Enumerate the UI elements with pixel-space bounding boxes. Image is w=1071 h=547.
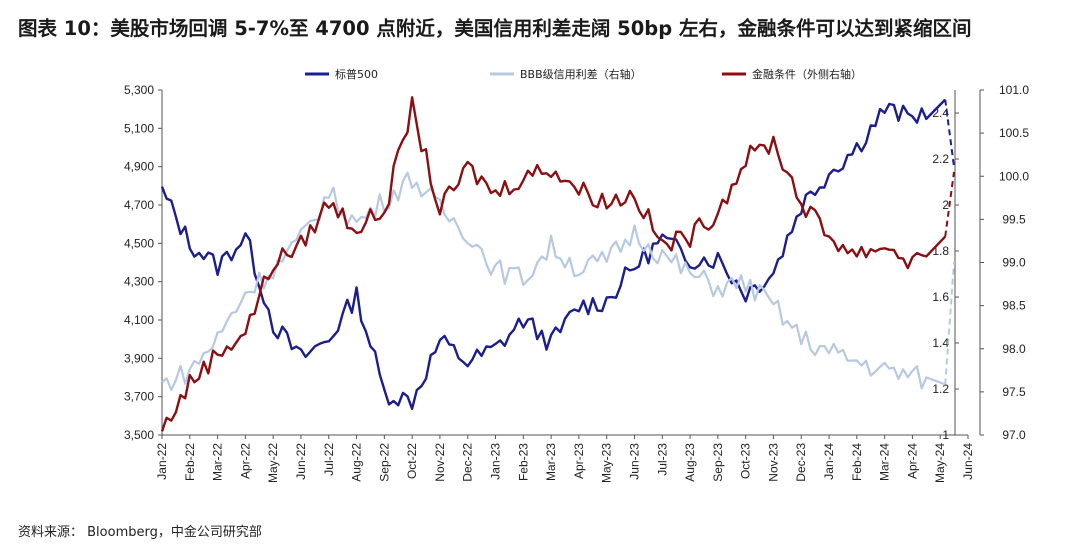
legend-label: BBB级信用利差（右轴） xyxy=(520,67,642,81)
outer-right-tick-label: 99.0 xyxy=(1002,256,1026,270)
x-tick-label: May-24 xyxy=(933,443,947,483)
x-tick-label: Jul-22 xyxy=(322,443,336,476)
series-projection-1 xyxy=(944,99,955,167)
right-tick-label: 2 xyxy=(942,198,949,212)
x-tick-label: Sep-23 xyxy=(711,443,725,482)
x-tick-label: Apr-22 xyxy=(238,443,252,479)
x-tick-label: Aug-22 xyxy=(350,443,364,482)
x-tick-label: Oct-23 xyxy=(739,443,753,479)
chart-axes: 3,500 3,700 3,900 4,100 4,300 4,500 4,700 4,900… xyxy=(124,83,1029,483)
series-line-3 xyxy=(160,96,947,432)
outer-right-tick-label: 97.0 xyxy=(1002,428,1026,442)
x-tick-label: Feb-23 xyxy=(516,443,530,481)
x-tick-label: Jun-22 xyxy=(294,443,308,480)
x-tick-label: Apr-24 xyxy=(905,443,919,479)
outer-right-tick-label: 98.0 xyxy=(1002,342,1026,356)
x-tick-label: May-23 xyxy=(600,443,614,483)
chart-series xyxy=(160,96,955,432)
left-tick-label: 4,100 xyxy=(124,313,154,327)
outer-right-tick-label: 100.5 xyxy=(999,126,1029,140)
left-tick-label: 5,100 xyxy=(124,121,154,135)
x-tick-label: Feb-24 xyxy=(850,443,864,481)
left-tick-label: 4,500 xyxy=(124,236,154,250)
outer-right-tick-label: 101.0 xyxy=(999,83,1029,97)
x-tick-label: Jan-24 xyxy=(822,443,836,480)
right-tick-label: 1.6 xyxy=(932,290,949,304)
x-tick-label: Apr-23 xyxy=(572,443,586,479)
chart-legend: 标普500 BBB级信用利差（右轴） 金融条件（外侧右轴） xyxy=(305,67,862,81)
series-projection-3 xyxy=(944,171,955,237)
right-tick-label: 2.2 xyxy=(932,152,949,166)
series-line-2 xyxy=(161,171,946,392)
x-tick-label: Dec-23 xyxy=(794,443,808,482)
x-tick-label: Jun-23 xyxy=(627,443,641,480)
left-tick-label: 4,700 xyxy=(124,198,154,212)
x-tick-label: Mar-23 xyxy=(544,443,558,481)
left-tick-label: 5,300 xyxy=(124,83,154,97)
outer-right-tick-label: 99.5 xyxy=(1002,212,1026,226)
x-tick-label: Jan-23 xyxy=(489,443,503,480)
legend-label: 标普500 xyxy=(335,67,378,81)
left-tick-label: 3,700 xyxy=(124,390,154,404)
source-note: 资料来源： Bloomberg，中金公司研究部 xyxy=(18,525,262,540)
x-tick-label: Mar-22 xyxy=(211,443,225,481)
outer-right-tick-label: 98.5 xyxy=(1002,299,1026,313)
x-tick-label: Jul-23 xyxy=(655,443,669,476)
right-tick-label: 1.8 xyxy=(932,244,949,258)
x-tick-label: Nov-23 xyxy=(766,443,780,482)
x-tick-label: Jun-24 xyxy=(961,443,975,480)
left-tick-label: 3,500 xyxy=(124,428,154,442)
x-tick-label: Jan-22 xyxy=(155,443,169,480)
x-tick-label: Sep-22 xyxy=(377,443,391,482)
x-tick-label: Mar-24 xyxy=(878,443,892,481)
left-tick-label: 4,900 xyxy=(124,160,154,174)
x-tick-label: Dec-22 xyxy=(461,443,475,482)
legend-label: 金融条件（外侧右轴） xyxy=(752,67,862,81)
right-tick-label: 1.2 xyxy=(932,382,949,396)
series-projection-2 xyxy=(944,262,955,385)
outer-right-tick-label: 97.5 xyxy=(1002,385,1026,399)
right-tick-label: 1.4 xyxy=(932,336,949,350)
x-tick-label: Nov-22 xyxy=(433,443,447,482)
left-tick-label: 4,300 xyxy=(124,275,154,289)
chart-title: 图表 10：美股市场回调 5-7%至 4700 点附近，美国信用利差走阔 50b… xyxy=(18,17,972,40)
x-tick-label: Feb-22 xyxy=(183,443,197,481)
x-tick-label: May-22 xyxy=(266,443,280,483)
left-tick-label: 3,900 xyxy=(124,351,154,365)
outer-right-tick-label: 100.0 xyxy=(999,169,1029,183)
right-tick-label: 1 xyxy=(942,428,949,442)
x-tick-label: Aug-23 xyxy=(683,443,697,482)
x-tick-label: Oct-22 xyxy=(405,443,419,479)
